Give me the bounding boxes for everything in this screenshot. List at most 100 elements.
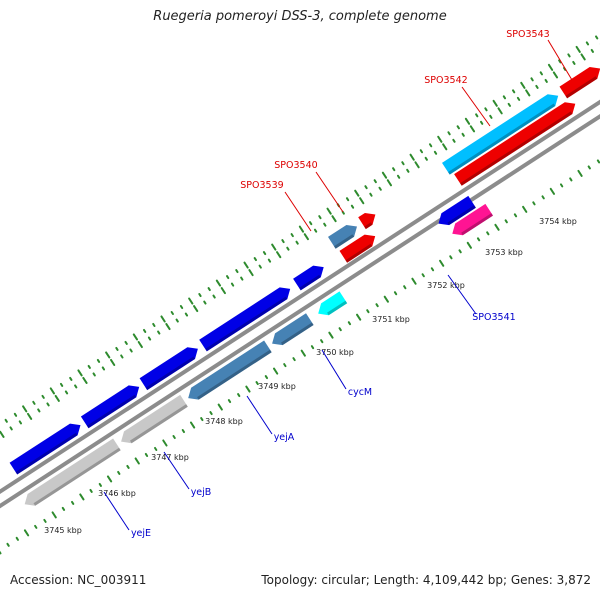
tick-mark: [356, 313, 362, 321]
scale-label: 3749 kbp: [258, 382, 296, 391]
gene-arrow-body: [139, 347, 198, 391]
tick-mark: [313, 228, 318, 233]
tick-mark: [220, 287, 226, 295]
gene-arrow-shade: [197, 349, 272, 400]
tick-mark: [129, 348, 133, 353]
gene-labels: SPO3543 SPO3542 SPO3540 SPO3539 SPO3541 cycM y…: [103, 29, 573, 539]
tick-mark: [563, 66, 567, 71]
tick-mark: [98, 482, 102, 487]
gene-arrow-shade: [364, 222, 373, 230]
tick-marks: [0, 35, 600, 555]
tick-mark: [37, 408, 41, 413]
tick-mark: [354, 189, 360, 197]
scale-label: 3746 kbp: [98, 489, 136, 498]
tick-mark: [442, 143, 448, 151]
tick-mark: [181, 429, 186, 434]
tick-mark: [243, 261, 249, 269]
map-title: Ruegeria pomeroyi DSS-3, complete genome: [153, 9, 447, 24]
tick-mark: [476, 237, 481, 242]
tick-mark: [22, 405, 28, 413]
gene-arrow-body: [293, 265, 324, 291]
tick-mark: [264, 375, 269, 380]
tick-mark: [511, 89, 516, 94]
gene-arrow: [139, 347, 198, 391]
tick-mark: [497, 107, 503, 115]
tick-mark: [162, 439, 168, 447]
tick-mark: [189, 421, 196, 429]
tick-mark: [6, 542, 10, 547]
tick-mark: [74, 384, 78, 389]
backbone-line: [0, 99, 600, 495]
tick-mark: [281, 239, 285, 244]
tick-mark: [525, 89, 531, 97]
tick-mark: [507, 102, 511, 107]
tick-mark: [106, 475, 113, 483]
tick-mark: [347, 321, 352, 326]
tick-mark: [255, 381, 259, 386]
scale-label: 3750 kbp: [316, 348, 354, 357]
tick-mark: [424, 156, 428, 161]
tick-mark: [419, 149, 424, 154]
tick-mark: [212, 294, 216, 299]
tick-mark: [532, 201, 536, 206]
tick-mark: [323, 222, 327, 227]
gene-label: yejB: [191, 487, 212, 498]
tick-mark: [144, 452, 149, 457]
tick-mark: [326, 207, 332, 215]
gene-arrow: [328, 225, 357, 249]
gene-features: [9, 67, 600, 506]
tick-mark: [486, 231, 490, 236]
tick-mark: [580, 53, 586, 61]
tick-mark: [203, 300, 207, 305]
tick-mark: [92, 372, 96, 377]
gene-arrow-shade: [447, 205, 476, 226]
tick-mark: [82, 376, 88, 384]
gene-arrow-shade: [565, 76, 598, 99]
tick-mark: [32, 400, 36, 405]
gene-arrow-shade: [86, 394, 137, 429]
tick-mark: [595, 35, 599, 40]
gene-arrow: [188, 340, 272, 400]
gene-arrow: [559, 67, 600, 99]
tick-mark: [69, 376, 73, 381]
tick-mark: [126, 464, 130, 469]
tick-mark: [115, 346, 119, 351]
tick-mark: [350, 204, 355, 209]
tick-mark: [160, 315, 166, 323]
tick-mark: [96, 358, 101, 363]
tick-mark: [41, 394, 45, 399]
tick-mark: [461, 132, 465, 137]
tick-mark: [43, 518, 47, 523]
gene-arrow: [452, 203, 493, 236]
tick-mark: [552, 71, 559, 79]
tick-mark: [547, 63, 554, 71]
tick-mark: [23, 529, 30, 537]
gene-arrow-shade: [33, 447, 121, 506]
gene-arrow-body: [24, 438, 121, 506]
tick-mark: [105, 351, 111, 359]
tick-mark: [179, 305, 184, 310]
tick-mark: [559, 183, 564, 188]
gene-arrow-body: [339, 234, 376, 263]
tick-mark: [338, 327, 342, 332]
tick-mark: [544, 78, 548, 83]
tick-mark: [79, 493, 85, 501]
tick-mark: [292, 357, 296, 362]
gene-arrow-shade: [460, 111, 573, 186]
tick-mark: [215, 279, 222, 287]
tick-mark: [193, 305, 199, 313]
tick-mark: [271, 243, 277, 251]
tick-mark: [569, 177, 573, 182]
tick-mark: [310, 345, 315, 350]
tick-mark: [188, 297, 194, 305]
tick-mark: [117, 470, 121, 475]
gene-arrow-body: [199, 287, 291, 352]
tick-mark: [71, 500, 75, 505]
gene-arrow-shade: [130, 404, 188, 444]
tick-mark: [366, 309, 370, 314]
tick-mark: [428, 143, 433, 148]
tick-mark: [101, 366, 106, 371]
tick-mark: [502, 95, 507, 100]
topology-summary: Topology: circular; Length: 4,109,442 bp…: [261, 573, 591, 587]
tick-mark: [258, 264, 262, 269]
